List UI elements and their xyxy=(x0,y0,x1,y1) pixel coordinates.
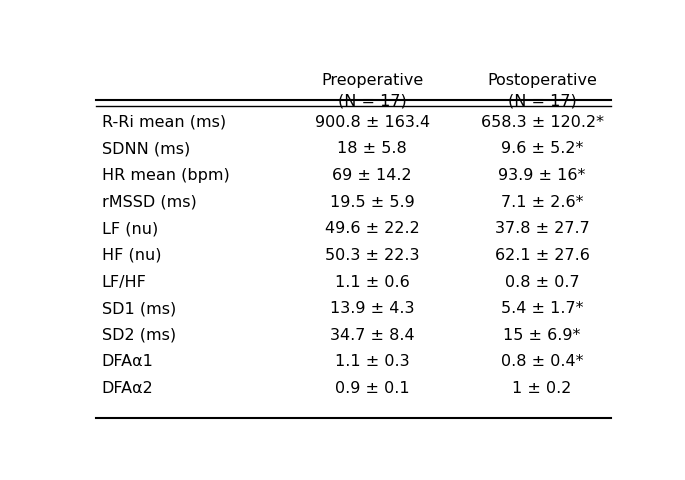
Text: 0.9 ± 0.1: 0.9 ± 0.1 xyxy=(335,381,410,396)
Text: LF/HF: LF/HF xyxy=(101,275,147,289)
Text: 0.8 ± 0.7: 0.8 ± 0.7 xyxy=(505,275,580,289)
Text: 34.7 ± 8.4: 34.7 ± 8.4 xyxy=(330,328,414,343)
Text: SD1 (ms): SD1 (ms) xyxy=(101,301,176,316)
Text: 49.6 ± 22.2: 49.6 ± 22.2 xyxy=(325,221,420,236)
Text: 5.4 ± 1.7*: 5.4 ± 1.7* xyxy=(501,301,584,316)
Text: 37.8 ± 27.7: 37.8 ± 27.7 xyxy=(495,221,590,236)
Text: LF (nu): LF (nu) xyxy=(101,221,158,236)
Text: 7.1 ± 2.6*: 7.1 ± 2.6* xyxy=(501,195,584,210)
Text: Postoperative
(N = 17): Postoperative (N = 17) xyxy=(487,73,597,108)
Text: DFAα2: DFAα2 xyxy=(101,381,153,396)
Text: 69 ± 14.2: 69 ± 14.2 xyxy=(332,168,412,183)
Text: Preoperative
(N = 17): Preoperative (N = 17) xyxy=(321,73,423,108)
Text: 1.1 ± 0.6: 1.1 ± 0.6 xyxy=(335,275,410,289)
Text: 9.6 ± 5.2*: 9.6 ± 5.2* xyxy=(501,142,584,156)
Text: HR mean (bpm): HR mean (bpm) xyxy=(101,168,229,183)
Text: 0.8 ± 0.4*: 0.8 ± 0.4* xyxy=(501,354,584,370)
Text: 1 ± 0.2: 1 ± 0.2 xyxy=(512,381,572,396)
Text: 13.9 ± 4.3: 13.9 ± 4.3 xyxy=(330,301,414,316)
Text: 1.1 ± 0.3: 1.1 ± 0.3 xyxy=(335,354,410,370)
Text: rMSSD (ms): rMSSD (ms) xyxy=(101,195,197,210)
Text: R-Ri mean (ms): R-Ri mean (ms) xyxy=(101,115,225,130)
Text: 19.5 ± 5.9: 19.5 ± 5.9 xyxy=(330,195,414,210)
Text: SDNN (ms): SDNN (ms) xyxy=(101,142,190,156)
Text: 50.3 ± 22.3: 50.3 ± 22.3 xyxy=(325,248,419,263)
Text: 62.1 ± 27.6: 62.1 ± 27.6 xyxy=(495,248,590,263)
Text: 900.8 ± 163.4: 900.8 ± 163.4 xyxy=(314,115,430,130)
Text: DFAα1: DFAα1 xyxy=(101,354,153,370)
Text: SD2 (ms): SD2 (ms) xyxy=(101,328,175,343)
Text: 18 ± 5.8: 18 ± 5.8 xyxy=(338,142,407,156)
Text: 93.9 ± 16*: 93.9 ± 16* xyxy=(499,168,586,183)
Text: 658.3 ± 120.2*: 658.3 ± 120.2* xyxy=(481,115,603,130)
Text: HF (nu): HF (nu) xyxy=(101,248,161,263)
Text: 15 ± 6.9*: 15 ± 6.9* xyxy=(503,328,581,343)
